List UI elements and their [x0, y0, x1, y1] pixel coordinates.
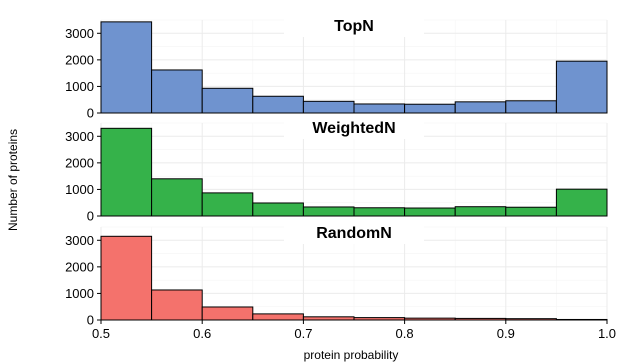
y-tick-label: 2000 — [65, 155, 94, 170]
bar-weightedn-3 — [201, 192, 254, 217]
bar-weightedn-1 — [100, 127, 153, 217]
bar-topn-9 — [505, 100, 557, 114]
bar-topn-4 — [252, 95, 304, 114]
bar-weightedn-9 — [505, 206, 557, 217]
facet-title: RandomN — [316, 225, 392, 242]
bar-randomn-10 — [555, 318, 608, 321]
bar-randomn-4 — [252, 313, 304, 321]
bar-weightedn-10 — [555, 188, 608, 217]
bar-randomn-8 — [454, 317, 507, 321]
y-axis-title: Number of proteins — [6, 129, 20, 231]
y-tick-label: 1000 — [65, 286, 94, 301]
facet-title: WeightedN — [312, 120, 395, 137]
x-axis-title: protein probability — [304, 348, 399, 362]
y-tick-label: 2000 — [65, 52, 94, 67]
y-tick-label: 1000 — [65, 79, 94, 94]
bar-randomn-7 — [404, 317, 456, 321]
bar-weightedn-8 — [454, 206, 507, 217]
bar-topn-1 — [100, 21, 153, 114]
panel-randomn: 0 1000 2000 3000 RandomN — [65, 222, 608, 328]
y-tick-label: 0 — [87, 209, 94, 224]
bar-topn-6 — [353, 103, 406, 114]
bar-randomn-9 — [505, 318, 557, 321]
x-axis: 0.5 0.6 0.7 0.8 0.9 1.0 — [92, 320, 616, 341]
facet-title-background — [284, 222, 424, 244]
bar-weightedn-7 — [404, 207, 456, 217]
facet-title: TopN — [334, 18, 374, 35]
panel-weightedn: 0 1000 2000 3000 WeightedN — [65, 117, 608, 224]
x-tick-label: 0.8 — [396, 326, 414, 341]
x-tick-label: 0.7 — [294, 326, 312, 341]
bar-topn-3 — [201, 87, 254, 114]
facet-title-background — [284, 15, 424, 37]
bar-weightedn-5 — [302, 206, 355, 217]
bar-topn-5 — [302, 100, 355, 114]
panel-topn: 0 1000 2000 3000 TopN — [65, 15, 608, 121]
y-tick-label: 0 — [87, 313, 94, 328]
bar-topn-7 — [404, 103, 456, 114]
bar-randomn-3 — [201, 306, 254, 321]
bar-randomn-6 — [353, 317, 406, 321]
y-tick-label: 3000 — [65, 129, 94, 144]
x-tick-label: 0.5 — [92, 326, 110, 341]
bar-randomn-1 — [100, 235, 153, 321]
bar-weightedn-4 — [252, 202, 304, 217]
bar-topn-8 — [454, 101, 507, 114]
y-tick-label: 1000 — [65, 182, 94, 197]
bar-weightedn-2 — [151, 178, 203, 217]
y-tick-label: 3000 — [65, 233, 94, 248]
x-tick-label: 0.6 — [193, 326, 211, 341]
bar-weightedn-6 — [353, 207, 406, 217]
bar-randomn-5 — [302, 316, 355, 321]
facet-title-background — [284, 117, 424, 139]
y-axis-title-text: Number of proteins — [6, 129, 20, 231]
y-tick-label: 0 — [87, 106, 94, 121]
bar-topn-2 — [151, 69, 203, 114]
x-tick-label: 1.0 — [598, 326, 616, 341]
x-tick-label: 0.9 — [497, 326, 515, 341]
y-tick-label: 2000 — [65, 259, 94, 274]
y-tick-label: 3000 — [65, 26, 94, 41]
bar-randomn-2 — [151, 289, 203, 321]
bar-topn-10 — [555, 60, 608, 114]
